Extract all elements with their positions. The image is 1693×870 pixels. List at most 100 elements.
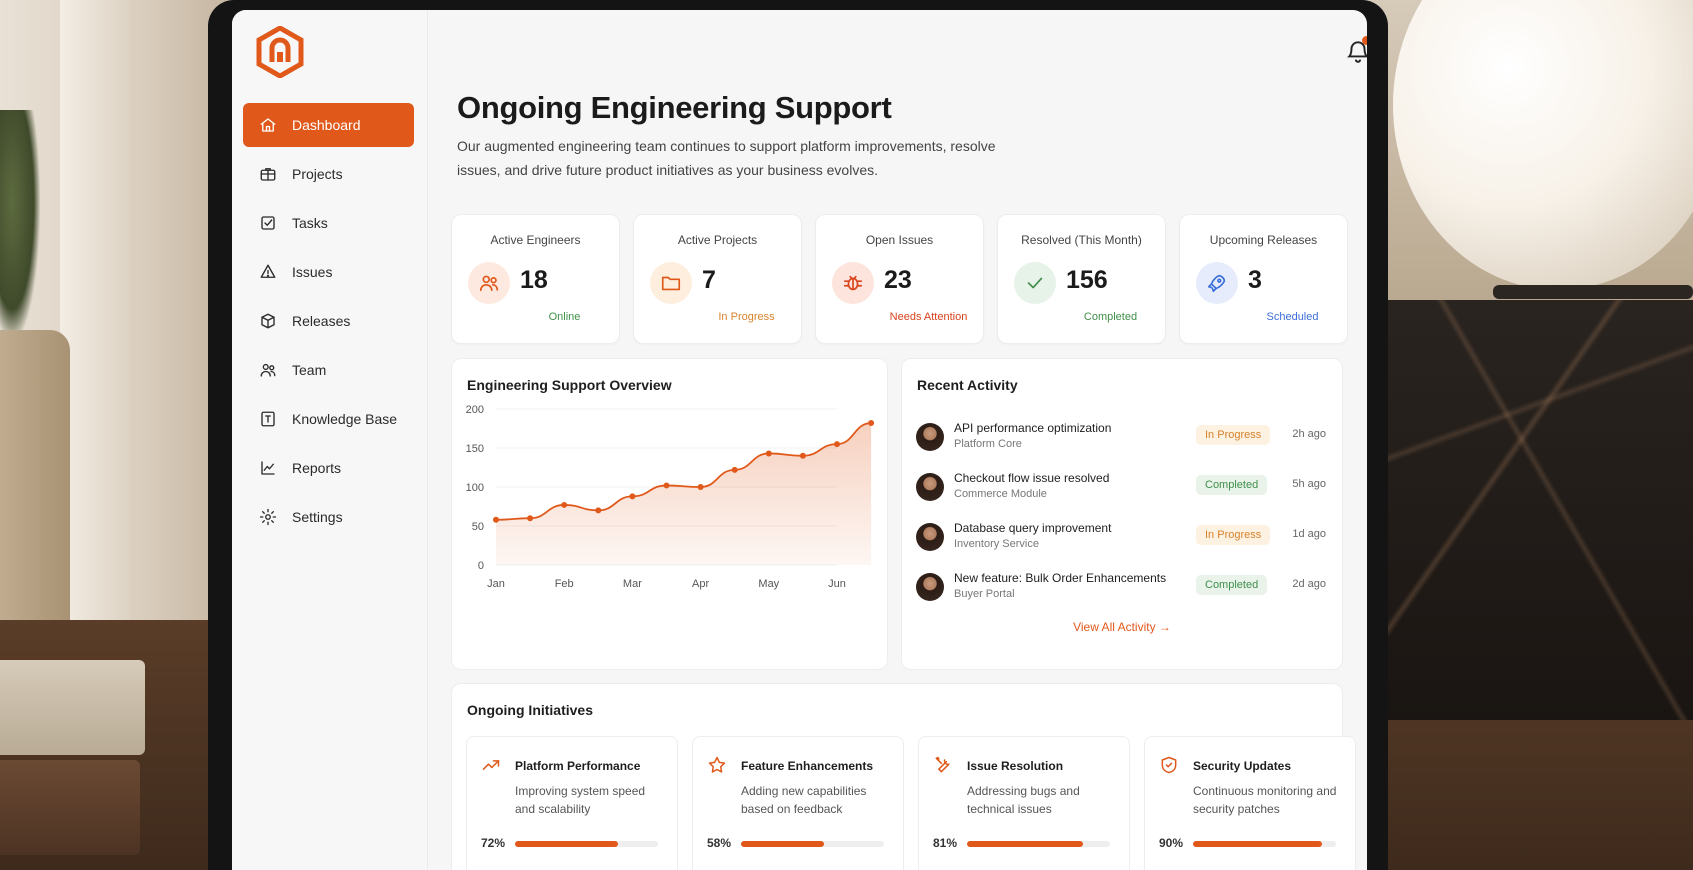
x-tick-label: Mar bbox=[623, 578, 642, 590]
progress-bar bbox=[515, 841, 658, 847]
avatar bbox=[916, 573, 944, 601]
y-tick-label: 100 bbox=[466, 482, 484, 494]
stat-status: Scheduled bbox=[1266, 311, 1319, 323]
activity-time: 5h ago bbox=[1292, 478, 1326, 490]
marble-block bbox=[1363, 300, 1693, 720]
stat-label: Active Projects bbox=[677, 233, 758, 247]
activity-time: 2d ago bbox=[1292, 578, 1326, 590]
initiatives-card: Ongoing Initiatives Platform Performance… bbox=[451, 683, 1356, 870]
activity-item[interactable]: API performance optimization Platform Cor… bbox=[916, 417, 1326, 461]
avatar bbox=[916, 473, 944, 501]
data-point bbox=[799, 452, 806, 459]
sidebar-item-tasks[interactable]: Tasks bbox=[243, 201, 414, 245]
sidebar-item-knowledge-base[interactable]: Knowledge Base bbox=[243, 397, 414, 441]
rocket-icon bbox=[1196, 262, 1238, 304]
initiative-title: Security Updates bbox=[1193, 759, 1292, 773]
data-point bbox=[731, 466, 738, 473]
activity-subtitle: Inventory Service bbox=[954, 538, 1039, 550]
sidebar-item-label: Tasks bbox=[292, 215, 328, 231]
status-badge: Completed bbox=[1196, 575, 1268, 595]
initiative-feature-enhancements[interactable]: Feature Enhancements Adding new capabilit… bbox=[692, 736, 904, 870]
sidebar-nav: Dashboard Projects Tasks Issues Releases Team… bbox=[243, 103, 414, 544]
data-point bbox=[834, 441, 840, 448]
gear-icon bbox=[258, 507, 278, 527]
progress-fill bbox=[515, 841, 618, 847]
progress-bar bbox=[1193, 841, 1336, 847]
sidebar-item-issues[interactable]: Issues bbox=[243, 250, 414, 294]
notification-dot bbox=[1362, 36, 1367, 45]
bug-icon bbox=[832, 262, 874, 304]
plant bbox=[0, 110, 40, 340]
tools-icon bbox=[933, 755, 955, 777]
initiative-description: Addressing bugs and technical issues bbox=[967, 784, 1080, 816]
initiative-percent: 72% bbox=[481, 836, 506, 850]
sidebar-item-label: Team bbox=[292, 362, 327, 378]
stat-label: Upcoming Releases bbox=[1209, 233, 1318, 247]
activity-time: 2h ago bbox=[1292, 428, 1326, 440]
initiative-percent: 81% bbox=[933, 836, 958, 850]
notification-bell-icon[interactable] bbox=[1345, 36, 1367, 66]
activity-title: Database query improvement bbox=[954, 521, 1112, 535]
sidebar-item-label: Projects bbox=[292, 166, 343, 182]
progress-fill bbox=[1193, 841, 1322, 847]
chart-title: Engineering Support Overview bbox=[467, 377, 672, 393]
star-icon bbox=[707, 755, 729, 777]
activity-title: Recent Activity bbox=[917, 377, 1018, 393]
logo-icon[interactable] bbox=[256, 25, 304, 79]
activity-item[interactable]: Checkout flow issue resolved Commerce Mod… bbox=[916, 467, 1326, 511]
view-all-activity-link[interactable]: View All Activity → bbox=[1073, 620, 1171, 634]
initiative-security-updates[interactable]: Security Updates Continuous monitoring an… bbox=[1144, 736, 1356, 870]
progress-bar bbox=[741, 841, 884, 847]
x-tick-label: Jan bbox=[487, 578, 505, 590]
home-icon bbox=[258, 115, 278, 135]
stat-card-active-engineers[interactable]: Active Engineers 18 Online bbox=[451, 214, 620, 344]
activity-time: 1d ago bbox=[1292, 528, 1326, 540]
series-line bbox=[495, 422, 872, 521]
stat-card-resolved-this-month[interactable]: Resolved (This Month) 156 Completed bbox=[997, 214, 1166, 344]
main-content: JD Ongoing Engineering Support Our augme… bbox=[427, 10, 1367, 870]
y-tick-label: 50 bbox=[472, 521, 484, 533]
alert-icon bbox=[258, 262, 278, 282]
stat-status: Needs Attention bbox=[889, 311, 968, 323]
sidebar-item-label: Settings bbox=[292, 509, 343, 525]
overview-chart: 0 50 100 150 200 Jan Feb Mar Apr May Jun bbox=[466, 404, 875, 590]
status-badge: Completed bbox=[1196, 475, 1268, 495]
stat-card-open-issues[interactable]: Open Issues 23 Needs Attention bbox=[815, 214, 984, 344]
initiative-platform-performance[interactable]: Platform Performance Improving system spe… bbox=[466, 736, 678, 870]
check-icon bbox=[1014, 262, 1056, 304]
avatar bbox=[916, 423, 944, 451]
activity-item[interactable]: New feature: Bulk Order Enhancements Buye… bbox=[916, 567, 1326, 611]
stat-label: Active Engineers bbox=[490, 233, 581, 247]
stat-card-upcoming-releases[interactable]: Upcoming Releases 3 Scheduled bbox=[1179, 214, 1348, 344]
lamp-base bbox=[1493, 285, 1693, 299]
sidebar-item-settings[interactable]: Settings bbox=[243, 495, 414, 539]
sidebar-item-team[interactable]: Team bbox=[243, 348, 414, 392]
sidebar-item-reports[interactable]: Reports bbox=[243, 446, 414, 490]
activity-title: API performance optimization bbox=[954, 421, 1112, 435]
stat-card-active-projects[interactable]: Active Projects 7 In Progress bbox=[633, 214, 802, 344]
initiatives-title: Ongoing Initiatives bbox=[467, 702, 594, 718]
data-point bbox=[868, 420, 875, 427]
y-tick-label: 0 bbox=[478, 560, 484, 572]
initiative-title: Feature Enhancements bbox=[741, 759, 874, 773]
initiative-percent: 90% bbox=[1159, 836, 1184, 850]
sidebar-item-dashboard[interactable]: Dashboard bbox=[243, 103, 414, 147]
activity-item[interactable]: Database query improvement Inventory Serv… bbox=[916, 517, 1326, 561]
x-tick-label: May bbox=[758, 578, 779, 590]
sidebar: Dashboard Projects Tasks Issues Releases Team… bbox=[232, 10, 428, 870]
stat-value: 7 bbox=[702, 266, 716, 294]
x-tick-label: Jun bbox=[828, 578, 846, 590]
sidebar-item-projects[interactable]: Projects bbox=[243, 152, 414, 196]
progress-fill bbox=[967, 841, 1083, 847]
sidebar-item-label: Knowledge Base bbox=[292, 411, 398, 427]
stat-status: In Progress bbox=[718, 311, 775, 323]
sidebar-item-releases[interactable]: Releases bbox=[243, 299, 414, 343]
data-point bbox=[527, 515, 534, 522]
activity-subtitle: Platform Core bbox=[954, 438, 1022, 450]
stat-value: 3 bbox=[1248, 266, 1262, 294]
data-point bbox=[765, 450, 772, 457]
activity-subtitle: Commerce Module bbox=[954, 488, 1047, 500]
stat-label: Resolved (This Month) bbox=[1021, 233, 1142, 247]
initiative-issue-resolution[interactable]: Issue Resolution Addressing bugs and tech… bbox=[918, 736, 1130, 870]
stat-status: Online bbox=[548, 311, 581, 323]
